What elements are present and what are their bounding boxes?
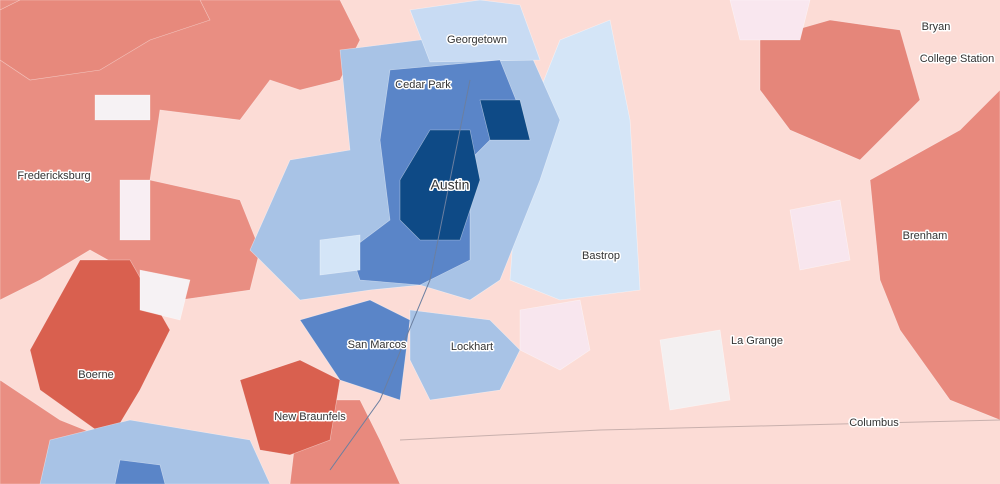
region [0, 0, 211, 81]
region [139, 269, 191, 321]
place-label: Columbus [849, 417, 899, 429]
region [409, 0, 541, 63]
region [29, 259, 171, 441]
place-label: College Station [920, 53, 995, 65]
region [759, 19, 921, 161]
place-label: San Marcos [348, 339, 407, 351]
region [479, 99, 531, 141]
region [519, 299, 591, 371]
region [729, 0, 811, 41]
region [409, 309, 521, 401]
region [114, 459, 166, 484]
region [789, 199, 851, 271]
region [39, 419, 271, 484]
place-label: Brenham [903, 230, 948, 242]
place-label: Bryan [922, 21, 951, 33]
place-label: Austin [431, 177, 470, 193]
place-label: La Grange [731, 335, 783, 347]
region [319, 234, 361, 276]
place-label: New Braunfels [274, 411, 346, 423]
region [119, 179, 151, 241]
road [399, 419, 1000, 441]
place-label: Cedar Park [395, 79, 451, 91]
region [399, 129, 481, 241]
region [869, 89, 1000, 421]
place-label: Boerne [78, 369, 113, 381]
place-label: Georgetown [447, 34, 507, 46]
region [239, 359, 341, 456]
road [329, 79, 471, 471]
region [299, 299, 411, 401]
region [94, 94, 151, 121]
place-label: Fredericksburg [17, 170, 90, 182]
region [659, 329, 731, 411]
labels: Georgetown Cedar Park Bryan College Stat… [16, 19, 996, 430]
place-label: Bastrop [582, 250, 620, 262]
place-label: Lockhart [451, 341, 493, 353]
